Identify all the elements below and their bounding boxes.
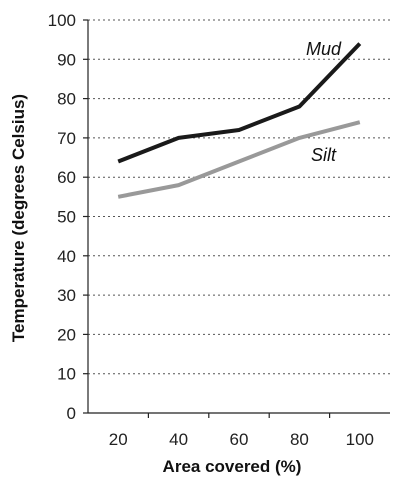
y-tick-label: 90: [57, 50, 76, 69]
series-line-mud: [117, 42, 362, 164]
x-tick-label: 60: [230, 430, 249, 449]
x-tick-label: 40: [169, 430, 188, 449]
tick-labels: 0 10 20 30 40 50 60 70 80 90 100 20 40 60 80 100: [48, 11, 374, 449]
axes: [83, 19, 390, 418]
x-tick-label: 100: [346, 430, 374, 449]
y-tick-label: 80: [57, 90, 76, 109]
x-axis-title: Area covered (%): [163, 457, 302, 476]
y-tick-label: 10: [57, 365, 76, 384]
y-tick-label: 30: [57, 286, 76, 305]
series-label-silt: Silt: [311, 145, 337, 165]
x-tick-label: 20: [109, 430, 128, 449]
y-tick-label: 20: [57, 325, 76, 344]
series-label-mud: Mud: [306, 39, 342, 59]
gridlines: [88, 19, 390, 375]
y-tick-label: 40: [57, 247, 76, 266]
y-axis-title: Temperature (degrees Celsius): [9, 94, 28, 342]
y-tick-label: 100: [48, 11, 76, 30]
y-tick-label: 70: [57, 129, 76, 148]
x-tick-label: 80: [290, 430, 309, 449]
series-lines: [117, 42, 362, 199]
series-line-silt: [117, 120, 361, 199]
y-tick-label: 50: [57, 208, 76, 227]
y-tick-label: 60: [57, 168, 76, 187]
y-tick-label: 0: [67, 404, 76, 423]
